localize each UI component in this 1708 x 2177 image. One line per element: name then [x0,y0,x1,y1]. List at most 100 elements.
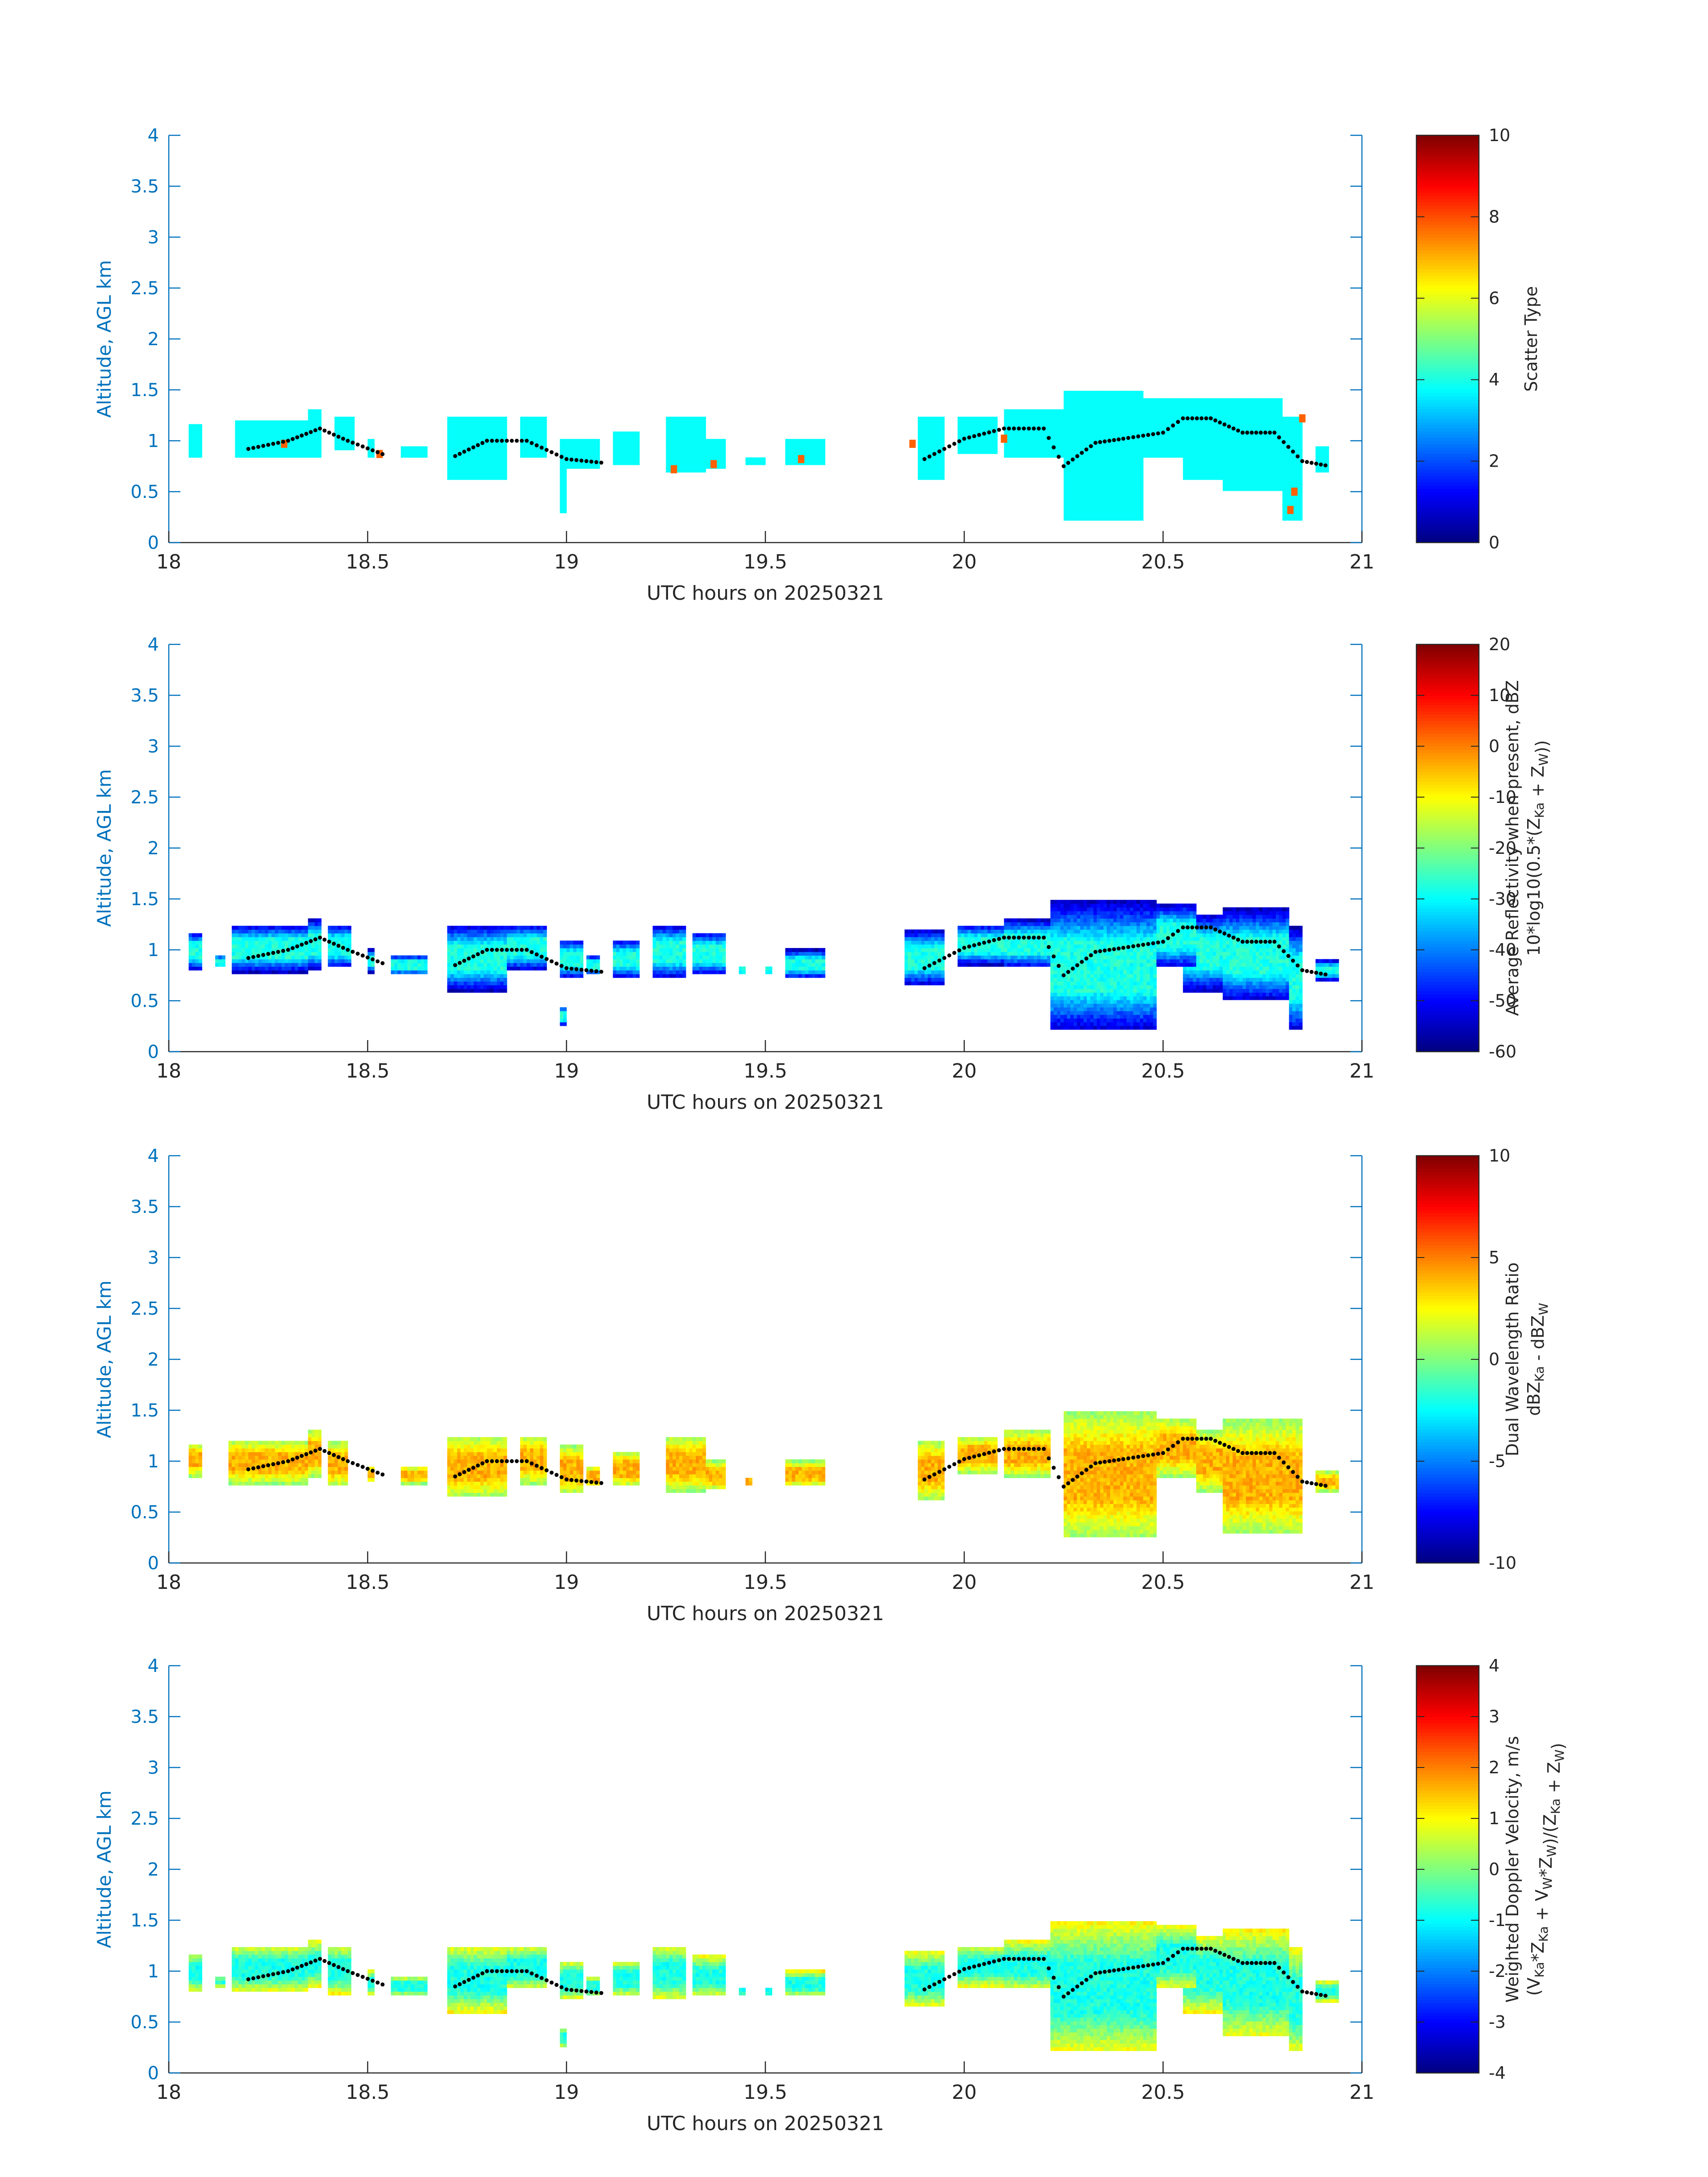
echo-pixel [1080,461,1084,465]
echo-pixel [493,981,497,986]
echo-pixel [563,472,567,476]
echo-pixel [298,937,302,941]
echo-pixel [281,431,285,436]
echo-pixel [473,446,477,451]
echo-pixel [1044,431,1048,436]
echo-pixel [1279,450,1283,454]
echo-pixel [503,974,507,978]
echo-pixel [941,472,945,476]
echo-pixel [344,446,348,451]
echo-pixel [318,450,322,454]
echo-pixel [450,472,454,476]
echo-pixel [1011,409,1015,414]
echo-pixel [284,926,288,930]
echo-pixel [188,944,192,949]
echo-pixel [238,937,242,941]
echo-pixel [268,450,272,454]
echo-pixel [927,428,931,432]
echo-pixel [1325,457,1329,462]
echo-pixel [344,431,348,436]
echo-pixel [1140,435,1144,439]
accent-pixel [1287,506,1294,514]
echo-pixel [1190,405,1193,410]
echo-pixel [493,985,497,989]
echo-pixel [669,461,673,465]
echo-pixel [238,420,242,425]
echo-pixel [692,457,696,462]
echo-pixel [308,918,312,923]
echo-pixel [818,450,822,454]
echo-pixel [1077,513,1081,517]
melting-layer-dot [261,443,265,448]
echo-pixel [1047,428,1051,432]
echo-pixel [447,933,451,937]
echo-pixel [251,435,255,439]
echo-pixel [457,970,461,974]
echo-pixel [510,926,514,930]
echo-pixel [232,933,235,937]
melting-layer-dot [584,459,589,464]
echo-pixel [974,431,978,436]
echo-pixel [1276,431,1279,436]
echo-pixel [1014,435,1018,439]
echo-pixel [685,461,689,465]
echo-pixel [414,955,418,960]
melting-layer-dot [599,460,604,465]
echo-pixel [924,450,928,454]
echo-pixel [593,439,597,443]
echo-pixel [1073,487,1077,491]
echo-pixel [1292,506,1296,510]
echo-pixel [1077,439,1081,443]
echo-pixel [682,450,686,454]
echo-pixel [533,431,537,436]
echo-pixel [1322,464,1326,469]
echo-pixel [987,420,991,425]
echo-pixel [457,454,461,458]
echo-pixel [533,424,537,428]
echo-pixel [301,450,305,454]
colorbar-swatch [1416,434,1479,438]
echo-pixel [1322,450,1326,454]
echo-pixel [255,424,259,428]
echo-pixel [1173,431,1177,436]
echo-pixel [1262,472,1266,476]
echo-pixel [1107,454,1111,458]
echo-pixel [265,966,269,971]
echo-pixel [473,454,477,458]
echo-pixel [1064,472,1067,476]
echo-pixel [1249,439,1253,443]
echo-pixel [1080,435,1084,439]
echo-pixel [987,443,991,447]
echo-pixel [261,926,265,930]
melting-layer-dot [992,429,996,433]
echo-pixel [921,431,925,436]
echo-pixel [198,944,202,949]
echo-pixel [560,472,564,476]
echo-pixel [1110,394,1114,399]
echo-pixel [497,970,501,974]
echo-pixel [1116,483,1120,488]
echo-pixel [314,929,318,934]
y-tick-label: 1 [148,431,159,451]
echo-pixel [281,424,285,428]
melting-layer-dot [505,439,509,443]
echo-pixel [245,933,249,937]
echo-pixel [921,468,925,473]
echo-pixel [1262,435,1266,439]
echo-pixel [1130,454,1134,458]
echo-pixel [1107,457,1111,462]
echo-pixel [974,439,978,443]
echo-pixel [1077,428,1081,432]
echo-pixel [484,457,488,462]
echo-pixel [1110,443,1114,447]
echo-pixel [1050,409,1054,414]
echo-pixel [1087,498,1090,502]
echo-pixel [1127,494,1130,499]
colorbar-swatch [1416,492,1479,495]
echo-pixel [1199,450,1203,454]
echo-pixel [1133,461,1137,465]
echo-pixel [1193,398,1197,402]
echo-pixel [344,424,348,428]
echo-pixel [464,940,468,945]
echo-pixel [1090,472,1094,476]
